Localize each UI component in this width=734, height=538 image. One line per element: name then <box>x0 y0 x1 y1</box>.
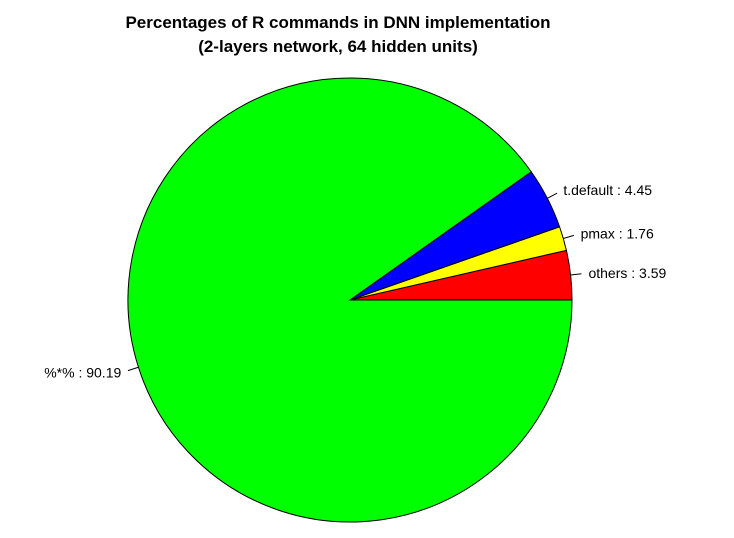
pie-label-slice: %*% : 90.19 <box>44 365 121 381</box>
chart-title: Percentages of R commands in DNN impleme… <box>125 13 550 32</box>
pie-slices <box>127 77 573 523</box>
pie-label-others: others : 3.59 <box>588 265 666 281</box>
pie-leader-line-4 <box>127 366 139 372</box>
pie-leader-line-1 <box>570 273 582 276</box>
pie-label-pmax: pmax : 1.76 <box>581 225 654 241</box>
pie-leader-line-3 <box>547 192 558 199</box>
chart-subtitle: (2-layers network, 64 hidden units) <box>198 37 478 56</box>
pie-leader-line-2 <box>563 234 575 239</box>
pie-labels: others : 3.59 pmax : 1.76 t.default : 4.45… <box>44 182 666 381</box>
pie-label-t-default: t.default : 4.45 <box>563 182 652 198</box>
pie-slice-4 <box>127 77 573 523</box>
